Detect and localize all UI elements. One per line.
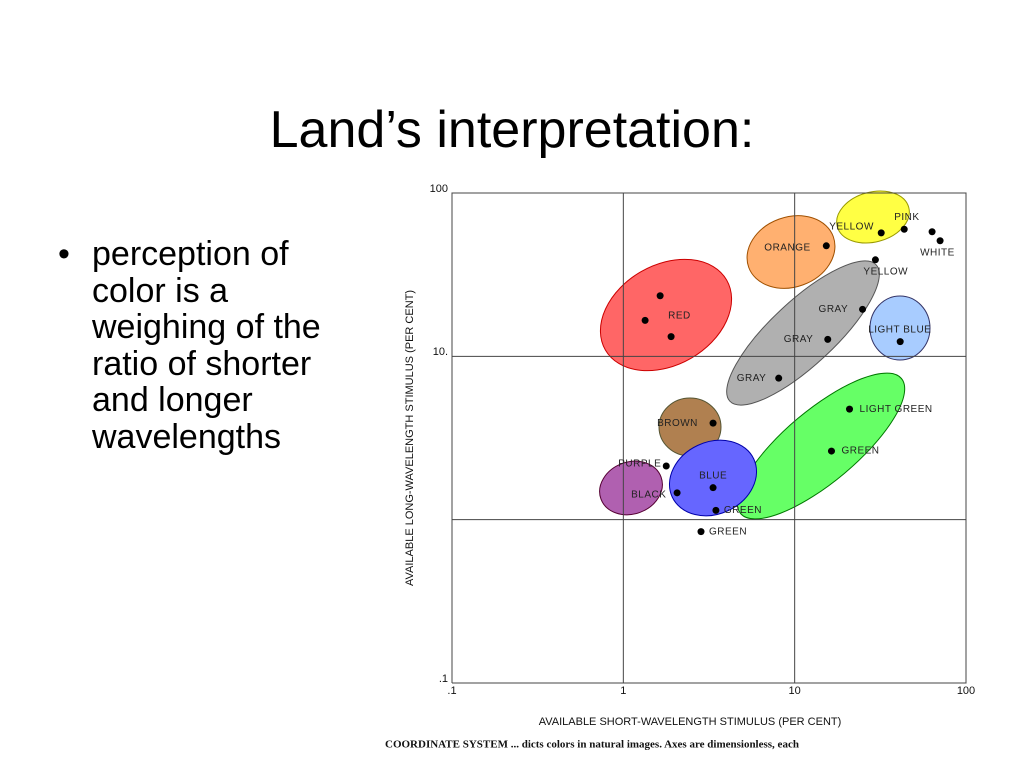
point (712, 506, 720, 514)
point (656, 292, 664, 300)
point (859, 305, 867, 313)
point (900, 225, 908, 233)
point (896, 338, 904, 346)
y-tick-label: 100 (430, 183, 448, 195)
point-label: PURPLE (618, 459, 661, 470)
x-tick-label: 10 (789, 685, 801, 697)
point (822, 242, 830, 250)
point-label: BLACK (631, 489, 666, 500)
point (667, 333, 675, 341)
point (846, 405, 854, 413)
point (871, 256, 879, 264)
point (827, 447, 835, 455)
point-label: WHITE (920, 247, 955, 258)
point-label: GREEN (841, 446, 879, 457)
region (668, 439, 758, 517)
point-label: LIGHT GREEN (860, 404, 933, 415)
point (936, 237, 944, 245)
point (877, 229, 885, 237)
point (928, 228, 936, 236)
regions (599, 190, 931, 520)
point-label: ORANGE (764, 242, 810, 253)
point-label: LIGHT BLUE (868, 324, 931, 335)
point-label: YELLOW (863, 266, 908, 277)
slide-title: Land’s interpretation: (269, 101, 755, 159)
bullet: perception of color is a weighing of the… (52, 236, 354, 455)
point (673, 489, 681, 497)
point-label: GRAY (737, 373, 767, 384)
point-label: BLUE (699, 470, 727, 481)
point-label: GRAY (784, 334, 814, 345)
x-tick-label: 100 (957, 685, 975, 697)
point (709, 419, 717, 427)
region (869, 295, 931, 361)
point-label: GRAY (819, 304, 849, 315)
point (824, 335, 832, 343)
point (641, 316, 649, 324)
region (736, 372, 906, 520)
x-tick-label: 1 (620, 685, 626, 697)
region (746, 215, 836, 289)
point (709, 484, 717, 492)
y-axis-label: AVAILABLE LONG-WAVELENGTH STIMULUS (PER … (404, 290, 416, 586)
point-label: RED (668, 310, 691, 321)
point-label: GREEN (724, 505, 762, 516)
x-axis-label: AVAILABLE SHORT-WAVELENGTH STIMULUS (PER… (539, 716, 842, 728)
point (775, 374, 783, 382)
point (662, 462, 670, 470)
bullet-list: perception of color is a weighing of the… (52, 236, 352, 455)
point-label: PINK (894, 212, 919, 223)
x-tick-label: .1 (447, 685, 456, 697)
y-tick-label: .1 (439, 673, 448, 685)
caption: COORDINATE SYSTEM ... dicts colors in na… (385, 739, 799, 751)
point-label: YELLOW (829, 222, 874, 233)
point (697, 528, 705, 536)
point-label: GREEN (709, 526, 747, 537)
region (599, 460, 663, 516)
point-label: BROWN (657, 418, 698, 429)
y-tick-label: 10. (433, 346, 448, 358)
region (599, 258, 733, 372)
